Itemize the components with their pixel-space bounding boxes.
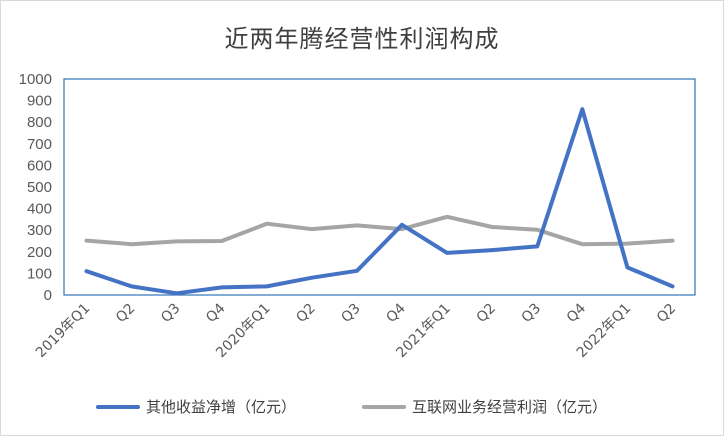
- y-tick-label: 300: [27, 222, 52, 239]
- x-tick-label: Q2: [474, 301, 499, 326]
- y-tick-label: 600: [27, 157, 52, 174]
- x-tick-label: Q2: [113, 301, 138, 326]
- y-tick-label: 400: [27, 201, 52, 218]
- x-tick-label: Q4: [383, 300, 408, 325]
- x-tick-label: 2019年Q1: [33, 301, 94, 362]
- y-tick-label: 100: [27, 265, 52, 282]
- x-tick-label: Q3: [158, 301, 183, 326]
- x-tick-label: Q4: [203, 300, 228, 325]
- chart-title: 近两年腾经营性利润构成: [224, 25, 500, 53]
- y-tick-label: 800: [27, 114, 52, 131]
- y-tick-label: 0: [44, 287, 52, 304]
- plot-area-border: [63, 78, 696, 296]
- y-tick-label: 900: [27, 93, 52, 110]
- y-tick-label: 700: [27, 136, 52, 153]
- y-tick-label: 500: [27, 179, 52, 196]
- x-tick-label: Q3: [519, 301, 544, 326]
- x-tick-label: Q4: [564, 300, 589, 325]
- x-tick-label: Q3: [338, 301, 363, 326]
- y-tick-label: 1000: [19, 71, 52, 88]
- legend-label-1: 其他收益净增（亿元）: [146, 398, 296, 416]
- y-tick-label: 200: [27, 244, 52, 261]
- x-tick-label: Q2: [293, 301, 318, 326]
- series-line-2: [84, 214, 675, 247]
- x-tick-label: Q2: [654, 301, 679, 326]
- series-line-1: [84, 107, 675, 296]
- legend-label-2: 互联网业务经营利润（亿元）: [412, 398, 607, 416]
